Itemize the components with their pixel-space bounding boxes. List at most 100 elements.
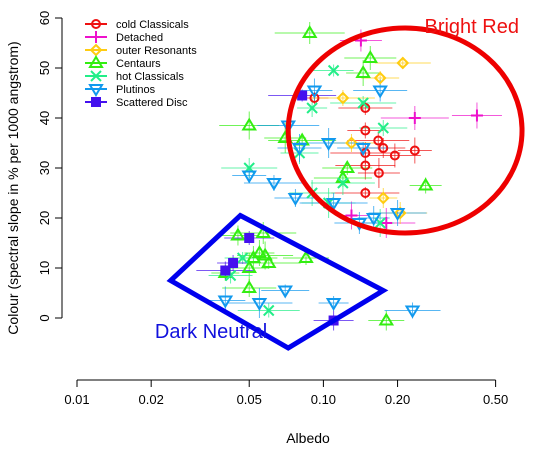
region-bright-red [285, 25, 525, 236]
point-outer-resonants [373, 71, 387, 85]
point-plutinos [372, 85, 388, 99]
x-tick-label: 0.10 [311, 392, 336, 407]
point-outer-resonants [396, 56, 410, 70]
point-plutinos [325, 198, 342, 211]
legend-marker-detached [90, 31, 102, 43]
point-detached [408, 112, 421, 124]
y-axis-label: Colour (spectral slope in % per 1000 ang… [5, 41, 21, 334]
annotations: Bright Red Dark Neutral [155, 16, 519, 343]
point-centaurs [260, 255, 277, 268]
point-centaurs [298, 250, 314, 263]
y-axis: 0 10 20 30 40 50 60 [37, 11, 63, 322]
y-tick-label: 20 [37, 211, 52, 225]
point-centaurs [251, 245, 268, 258]
y-tick-label: 40 [37, 111, 52, 125]
y-tick-label: 10 [37, 261, 52, 275]
x-axis: 0.01 0.02 0.05 0.10 0.20 0.50 [64, 379, 508, 407]
point-centaurs [241, 260, 257, 273]
point-centaurs [339, 160, 356, 173]
x-tick-label: 0.20 [385, 392, 410, 407]
point-centaurs [417, 177, 434, 191]
point-scattered-disc [220, 265, 231, 276]
point-outer-resonants [376, 191, 390, 205]
legend-label-centaurs: Centaurs [116, 58, 161, 70]
point-cold-classicals [309, 93, 320, 103]
y-tick-label: 0 [37, 314, 52, 321]
point-cold-classicals [389, 150, 400, 161]
point-centaurs [362, 50, 379, 63]
point-plutinos [320, 138, 337, 151]
legend-marker-plutinos [88, 84, 104, 97]
point-centaurs [230, 227, 246, 241]
point-cold-classicals [373, 135, 384, 146]
point-detached [470, 109, 483, 122]
point-cold-classicals [409, 145, 420, 156]
y-tick-label: 50 [37, 61, 52, 75]
y-tick-label: 60 [37, 11, 52, 25]
point-centaurs [257, 247, 273, 261]
annotation-dark-neutral: Dark Neutral [155, 321, 267, 343]
point-centaurs [355, 65, 371, 78]
point-plutinos [291, 143, 308, 156]
point-cold-classicals [360, 125, 371, 136]
point-plutinos [266, 178, 282, 191]
data-points [217, 25, 483, 326]
point-centaurs [378, 312, 395, 326]
point-hot-classicals [306, 102, 318, 114]
legend-marker-scattered-disc [91, 97, 101, 107]
error-bars [196, 22, 502, 331]
legend-label-detached: Detached [116, 32, 163, 44]
point-plutinos [241, 170, 257, 184]
point-outer-resonants [345, 136, 358, 150]
point-hot-classicals [327, 64, 340, 77]
point-plutinos [325, 298, 342, 311]
y-tick-label: 30 [37, 161, 52, 175]
point-centaurs [241, 117, 257, 131]
x-tick-label: 0.50 [483, 392, 508, 407]
point-scattered-disc [244, 233, 255, 243]
legend-label-scattered-disc: Scattered Disc [116, 97, 188, 109]
plot-area [166, 22, 525, 351]
legend-label-cold-classicals: cold Classicals [116, 19, 189, 31]
point-plutinos [365, 213, 382, 226]
legend-marker-centaurs [88, 55, 104, 68]
point-scattered-disc [228, 258, 239, 268]
x-tick-label: 0.01 [64, 392, 89, 407]
x-axis-label: Albedo [286, 430, 330, 446]
point-hot-classicals [263, 304, 275, 317]
point-plutinos [277, 285, 293, 299]
point-centaurs [255, 225, 272, 238]
point-outer-resonants [393, 206, 407, 220]
legend-label-plutinos: Plutinos [116, 84, 156, 96]
point-cold-classicals [378, 143, 389, 153]
region-dark-neutral [166, 212, 389, 351]
point-hot-classicals [337, 177, 349, 189]
point-plutinos [389, 208, 406, 221]
annotation-bright-red: Bright Red [424, 16, 519, 38]
legend-label-outer-resonants: outer Resonants [116, 45, 197, 57]
point-plutinos [306, 85, 323, 99]
point-cold-classicals [373, 168, 384, 178]
x-tick-label: 0.02 [139, 392, 164, 407]
point-hot-classicals [357, 97, 369, 109]
point-centaurs [301, 25, 318, 38]
point-plutinos [287, 193, 304, 206]
point-cold-classicals [360, 160, 371, 171]
legend-label-hot-classicals: hot Classicals [116, 71, 184, 83]
point-outer-resonants [336, 91, 350, 105]
point-hot-classicals [236, 252, 249, 264]
point-plutinos [217, 295, 234, 309]
legend-marker-hot-classicals [90, 70, 102, 82]
x-tick-label: 0.05 [237, 392, 262, 407]
point-plutinos [404, 305, 421, 319]
point-plutinos [355, 143, 371, 156]
point-centaurs [241, 280, 257, 293]
point-cold-classicals [360, 188, 371, 198]
regions [166, 25, 525, 351]
legend-marker-cold-classicals [91, 19, 101, 29]
point-detached [380, 217, 393, 229]
point-hot-classicals [377, 122, 389, 134]
legend-marker-outer-resonants [89, 43, 103, 57]
